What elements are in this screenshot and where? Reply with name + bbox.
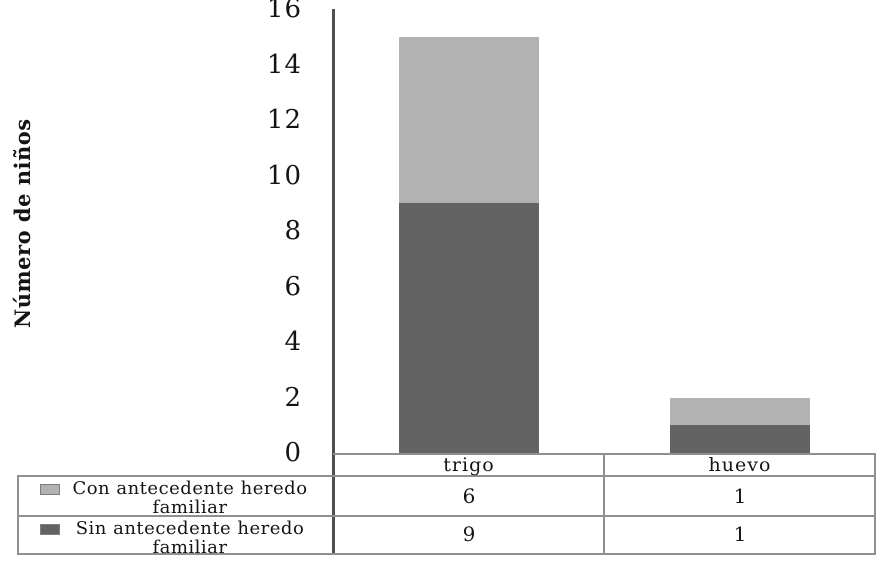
y-axis-tick-labels: 0 2 4 6 8 10 12 14 16	[180, 0, 302, 563]
y-axis-line	[332, 9, 335, 555]
y-tick-label: 4	[284, 327, 302, 357]
table-value-sin-trigo: 9	[462, 522, 476, 546]
legend-label-con: Con antecedente heredo familiar	[72, 478, 308, 518]
table-right-border	[874, 453, 876, 555]
legend-left-border	[17, 475, 19, 555]
legend-label-sin: Sin antecedente heredo familiar	[75, 518, 305, 558]
y-tick-label: 0	[284, 438, 302, 468]
y-tick-label: 12	[266, 105, 302, 135]
table-row-divider-1	[17, 475, 876, 477]
table-value-sin-huevo: 1	[733, 522, 747, 546]
y-tick-label: 14	[266, 49, 302, 80]
table-value-con-huevo: 1	[733, 484, 747, 508]
y-tick-label: 10	[266, 160, 302, 191]
category-label-trigo: trigo	[443, 454, 495, 476]
y-tick-label: 2	[284, 382, 302, 413]
legend-swatch-con-icon	[39, 484, 60, 495]
legend-swatch-sin-icon	[39, 524, 60, 535]
y-tick-label: 16	[266, 0, 302, 24]
table-value-con-trigo: 6	[462, 484, 476, 508]
y-axis-title: Número de niños	[10, 118, 35, 328]
bar-trigo-sin-segment	[399, 203, 539, 453]
table-bottom-border	[17, 553, 876, 555]
bar-huevo-con-segment	[670, 397, 810, 426]
y-tick-label: 8	[284, 216, 302, 246]
table-row-divider-2	[17, 515, 876, 517]
y-tick-label: 6	[284, 271, 302, 302]
bar-huevo-sin-segment	[670, 425, 810, 453]
table-column-divider	[603, 453, 605, 555]
legend-item-sin-antecedente: Sin antecedente heredo familiar	[19, 518, 333, 558]
category-label-huevo: huevo	[708, 454, 772, 476]
legend-item-con-antecedente: Con antecedente heredo familiar	[19, 478, 333, 518]
bar-trigo-con-segment	[399, 36, 539, 204]
